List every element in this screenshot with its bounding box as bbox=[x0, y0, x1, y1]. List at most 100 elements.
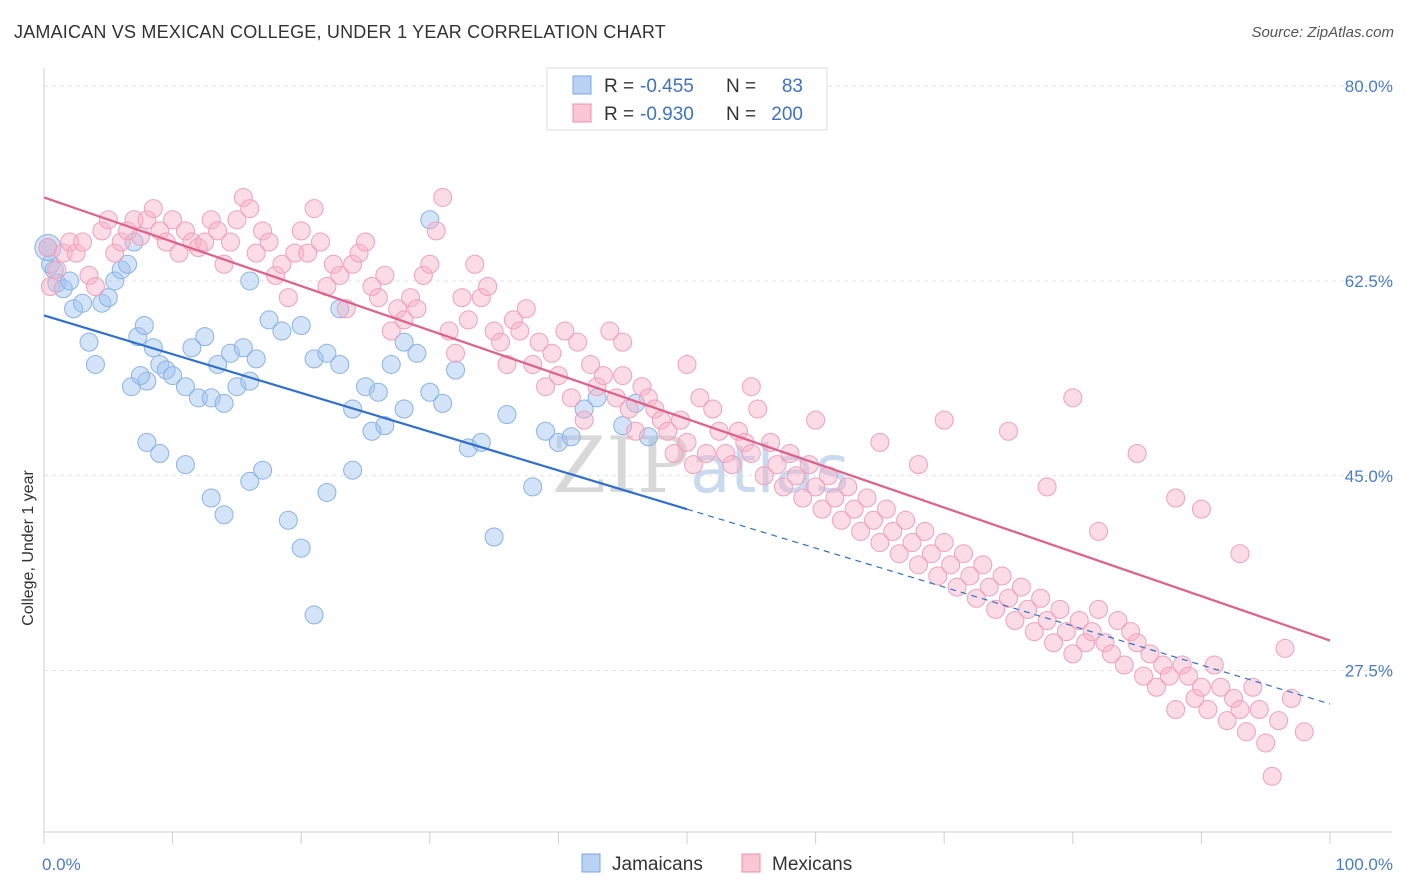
mexicans-point bbox=[1224, 688, 1244, 708]
mexicans-point bbox=[298, 243, 318, 263]
mexicans-point bbox=[471, 288, 491, 308]
mexicans-point bbox=[503, 310, 523, 330]
mexicans-point bbox=[79, 265, 99, 285]
mexicans-point bbox=[310, 232, 330, 252]
axes bbox=[43, 68, 1392, 844]
mexicans-point bbox=[330, 265, 350, 285]
mexicans-point bbox=[722, 455, 742, 475]
mexicans-point bbox=[902, 533, 922, 553]
mexicans-point bbox=[92, 221, 112, 241]
mexicans-point bbox=[889, 544, 909, 564]
mexicans-point bbox=[658, 421, 678, 441]
mexicans-point bbox=[1005, 610, 1025, 630]
jamaicans-point bbox=[317, 343, 337, 363]
watermark-zip: ZIP bbox=[552, 421, 690, 511]
mexicans-point bbox=[523, 354, 543, 374]
jamaicans-point bbox=[420, 210, 440, 230]
mexicans-point bbox=[85, 277, 105, 297]
stats-legend-box bbox=[546, 67, 828, 131]
mexicans-point bbox=[683, 455, 703, 475]
jamaicans-point bbox=[201, 488, 221, 508]
mexicans-point bbox=[934, 410, 954, 430]
jamaicans-point bbox=[150, 444, 170, 463]
mexicans-point bbox=[838, 477, 858, 497]
jamaicans-point bbox=[227, 377, 247, 397]
mexicans-point bbox=[1056, 622, 1076, 642]
jamaicans-trend-line bbox=[43, 314, 688, 511]
jamaicans-n-value: 83 bbox=[782, 76, 803, 97]
mexicans-point bbox=[1191, 499, 1211, 519]
mexicans-point bbox=[1153, 655, 1173, 675]
mexicans-point bbox=[491, 332, 511, 352]
mexicans-point bbox=[516, 299, 536, 319]
mexicans-point bbox=[233, 187, 253, 207]
mexicans-point bbox=[947, 577, 967, 597]
mexicans-r-label: R = bbox=[604, 104, 634, 125]
mexicans-point bbox=[1044, 633, 1064, 653]
jamaicans-swatch bbox=[572, 75, 592, 95]
mexicans-point bbox=[1179, 666, 1199, 686]
mexicans-point bbox=[1089, 599, 1109, 619]
mexicans-point bbox=[915, 521, 935, 541]
y-axis-label: College, Under 1 year bbox=[20, 470, 37, 626]
mexicans-point bbox=[452, 288, 472, 308]
mexicans-point bbox=[696, 444, 716, 463]
mexicans-trend-line bbox=[43, 196, 1331, 642]
mexicans-point bbox=[870, 432, 890, 452]
mexicans-point bbox=[986, 599, 1006, 619]
mexicans-point bbox=[1198, 700, 1218, 720]
mexicans-point bbox=[394, 310, 414, 330]
jamaicans-point bbox=[613, 416, 633, 436]
mexicans-point bbox=[1262, 766, 1282, 786]
mexicans-point bbox=[587, 377, 607, 397]
mexicans-point bbox=[105, 243, 125, 263]
mexicans-point bbox=[66, 243, 86, 263]
jamaicans-point bbox=[446, 360, 466, 380]
mexicans-point bbox=[208, 221, 228, 241]
mexicans-point bbox=[1294, 722, 1314, 742]
mexicans-point bbox=[458, 310, 478, 330]
jamaicans-point bbox=[381, 354, 401, 374]
mexicans-point bbox=[806, 410, 826, 430]
mexicans-point bbox=[291, 221, 311, 241]
mexicans-point bbox=[593, 366, 613, 386]
mexicans-point bbox=[1211, 677, 1231, 697]
mexicans-point bbox=[220, 232, 240, 252]
mexicans-point bbox=[484, 321, 504, 341]
mexicans-point bbox=[201, 210, 221, 230]
mexicans-point bbox=[272, 254, 292, 274]
mexicans-point bbox=[973, 555, 993, 575]
mexicans-point bbox=[214, 254, 234, 274]
jamaicans-point bbox=[182, 338, 202, 358]
legend-mexicans-swatch bbox=[741, 853, 761, 873]
jamaicans-point bbox=[246, 349, 266, 369]
jamaicans-point bbox=[330, 354, 350, 374]
jamaicans-point bbox=[195, 327, 215, 347]
jamaicans-point bbox=[497, 405, 517, 425]
mexicans-point bbox=[896, 510, 916, 530]
mexicans-point bbox=[536, 377, 556, 397]
jamaicans-point bbox=[458, 438, 478, 458]
mexicans-point bbox=[793, 488, 813, 508]
mexicans-point bbox=[1230, 544, 1250, 564]
y-tick-label-2: 62.5% bbox=[1345, 272, 1393, 291]
mexicans-point bbox=[1089, 521, 1109, 541]
mexicans-point bbox=[304, 199, 324, 219]
mexicans-point bbox=[844, 499, 864, 519]
jamaicans-n-label: N = bbox=[726, 76, 756, 97]
tick-labels: 27.5% 45.0% 62.5% 80.0% 0.0% 100.0% bbox=[42, 77, 1393, 874]
mexicans-point bbox=[664, 444, 684, 463]
jamaicans-point bbox=[304, 605, 324, 625]
mexicans-point bbox=[1281, 688, 1301, 708]
mexicans-point bbox=[465, 254, 485, 274]
source-label: Source: ZipAtlas.com bbox=[1251, 24, 1394, 41]
mexicans-point bbox=[863, 510, 883, 530]
mexicans-point bbox=[1230, 700, 1250, 720]
mexicans-point bbox=[1269, 711, 1289, 731]
legend-mexicans-label: Mexicans bbox=[772, 854, 852, 875]
stats-legend: R = -0.455 N = 83 R = -0.930 N = 200 bbox=[546, 67, 828, 131]
mexicans-point bbox=[1076, 633, 1096, 653]
jamaicans-point bbox=[105, 271, 125, 291]
mexicans-point bbox=[1037, 477, 1057, 497]
jamaicans-point bbox=[368, 382, 388, 402]
